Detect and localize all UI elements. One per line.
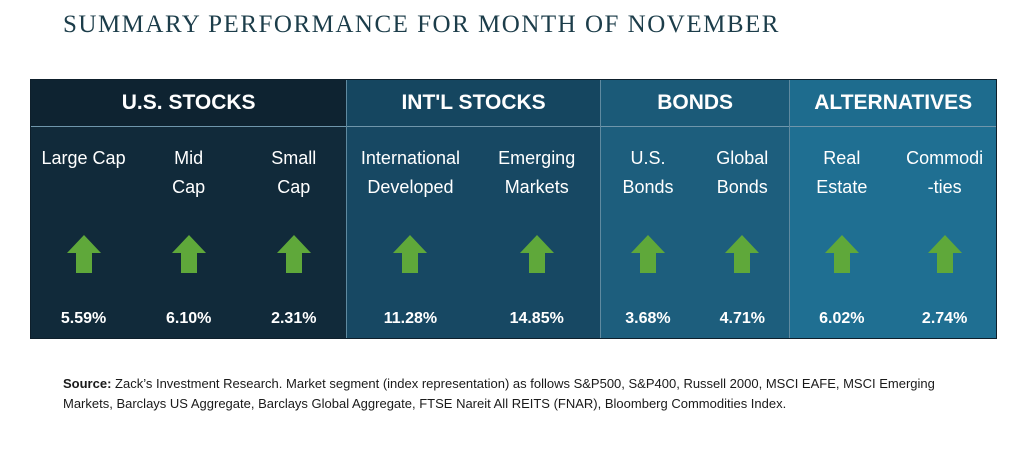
segment-value: 11.28% (383, 310, 438, 327)
segment-label: Real Estate (816, 148, 868, 197)
group-header: BONDS (600, 80, 790, 127)
segment-mid-cap: Mid Cap 6.10% (136, 127, 241, 338)
up-arrow-icon (66, 235, 101, 273)
segment-label: Global Bonds (716, 148, 769, 197)
segment-value: 3.68% (625, 310, 671, 327)
segment-small-cap: Small Cap 2.31% (241, 127, 346, 338)
segment-value: 6.02% (819, 310, 865, 327)
group-header: ALTERNATIVES (790, 80, 996, 127)
segment-emerging-markets: Emerging Markets 14.85% (474, 127, 600, 338)
group-header: INT'L STOCKS (347, 80, 600, 127)
segment-value: 5.59% (60, 310, 107, 327)
segment-value: 14.85% (509, 310, 564, 327)
segment-global-bonds: Global Bonds 4.71% (695, 127, 789, 338)
group-alternatives: ALTERNATIVES Real Estate 6.02% Commodi -… (790, 80, 996, 338)
segment-commodities: Commodi -ties 2.74% (893, 127, 996, 338)
segment-real-estate: Real Estate 6.02% (790, 127, 893, 338)
up-arrow-icon (393, 235, 428, 273)
source-label: Source: (63, 376, 112, 391)
segment-label: International Developed (360, 148, 460, 197)
up-arrow-icon (725, 235, 760, 273)
segment-label: Large Cap (41, 148, 126, 168)
performance-board: U.S. STOCKS Large Cap 5.59% Mid Cap 6.10… (30, 79, 997, 339)
segment-international-developed: International Developed 11.28% (347, 127, 473, 338)
group-header: U.S. STOCKS (31, 80, 347, 127)
up-arrow-icon (630, 235, 665, 273)
segment-label: Mid Cap (172, 148, 206, 197)
up-arrow-icon (519, 235, 554, 273)
source-text: Zack’s Investment Research. Market segme… (63, 376, 935, 411)
page-title: SUMMARY PERFORMANCE FOR MONTH OF NOVEMBE… (63, 11, 780, 38)
up-arrow-icon (824, 235, 859, 273)
segment-value: 2.74% (921, 310, 968, 327)
segment-label: Small Cap (271, 148, 317, 197)
segment-label: U.S. Bonds (622, 148, 674, 197)
segment-label: Commodi -ties (906, 148, 984, 197)
segment-us-bonds: U.S. Bonds 3.68% (601, 127, 695, 338)
group-us-stocks: U.S. STOCKS Large Cap 5.59% Mid Cap 6.10… (31, 80, 348, 338)
segment-value: 2.31% (271, 310, 317, 327)
group-intl-stocks: INT'L STOCKS International Developed 11.… (347, 80, 601, 338)
source-note: Source: Zack’s Investment Research. Mark… (63, 374, 963, 414)
segment-value: 6.10% (165, 310, 212, 327)
segment-value: 4.71% (719, 310, 765, 327)
segment-large-cap: Large Cap 5.59% (31, 127, 136, 338)
up-arrow-icon (276, 235, 311, 273)
group-bonds: BONDS U.S. Bonds 3.68% Global Bonds 4.71… (600, 80, 791, 338)
up-arrow-icon (171, 235, 206, 273)
segment-label: Emerging Markets (498, 148, 576, 197)
up-arrow-icon (927, 235, 962, 273)
